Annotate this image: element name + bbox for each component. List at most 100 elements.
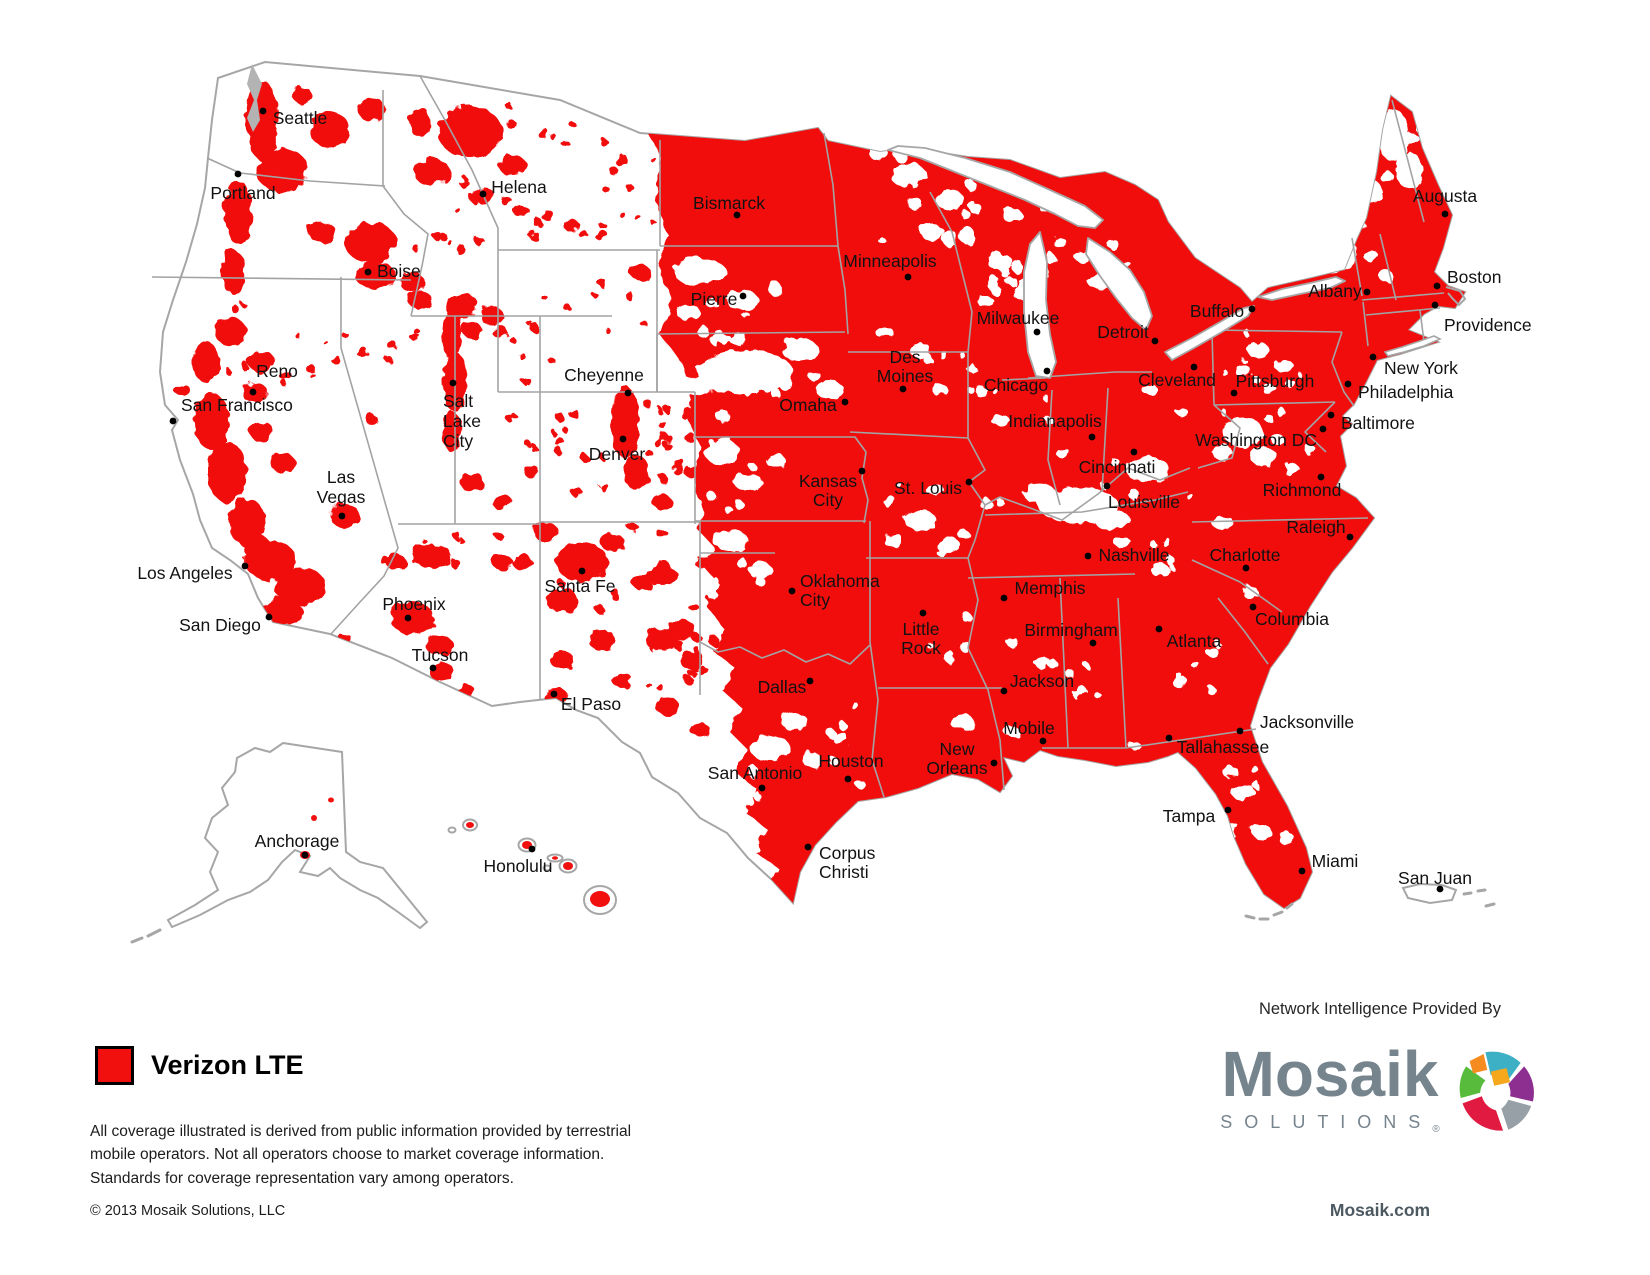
- legend-label: Verizon LTE: [151, 1050, 304, 1080]
- city-dot-des-moines: [899, 385, 907, 393]
- attribution-block: Network Intelligence Provided By Mosaik …: [1180, 1000, 1580, 1135]
- city-label-detroit: Detroit: [1097, 322, 1149, 342]
- city-label-san-juan: San Juan: [1398, 868, 1472, 888]
- city-label-denver: Denver: [589, 444, 646, 464]
- city-label-atlanta: Atlanta: [1167, 631, 1222, 651]
- city-label-little-rock: Little: [903, 619, 940, 639]
- city-dot-charlotte: [1242, 564, 1250, 572]
- city-label-jackson: Jackson: [1010, 671, 1074, 691]
- city-dot-richmond: [1317, 473, 1325, 481]
- great-lakes: [887, 145, 1346, 379]
- city-dot-bismarck: [733, 211, 741, 219]
- city-dot-tampa: [1224, 806, 1232, 814]
- city-dot-salt-lake-city: [449, 379, 457, 387]
- city-label-minneapolis: Minneapolis: [843, 251, 937, 271]
- city-label-cincinnati: Cincinnati: [1079, 457, 1156, 477]
- city-dot-little-rock: [919, 609, 927, 617]
- city-label-milwaukee: Milwaukee: [977, 308, 1060, 328]
- city-label-miami: Miami: [1312, 851, 1359, 871]
- city-dot-corpus-christi: [804, 843, 812, 851]
- city-label-salt-lake-city: Salt: [443, 391, 473, 411]
- city-label-boston: Boston: [1447, 267, 1501, 287]
- city-dot-oklahoma-city: [788, 587, 796, 595]
- city-label-des-moines: Des: [889, 347, 920, 367]
- city-dot-mobile: [1039, 737, 1047, 745]
- city-dot-louisville: [1103, 482, 1111, 490]
- city-dot-pierre: [739, 292, 747, 300]
- city-label-raleigh: Raleigh: [1286, 517, 1345, 537]
- city-label-cheyenne: Cheyenne: [564, 365, 644, 385]
- city-dot-augusta: [1441, 210, 1449, 218]
- city-label-columbia: Columbia: [1255, 609, 1329, 629]
- city-dot-phoenix: [404, 614, 412, 622]
- registered-mark: ®: [1432, 1123, 1440, 1135]
- city-label-pierre: Pierre: [691, 289, 738, 309]
- city-dot-anchorage: [301, 851, 309, 859]
- mosaik-wordmark: Mosaik: [1221, 1038, 1439, 1110]
- city-dot-nashville: [1084, 552, 1092, 560]
- city-label-indianapolis: Indianapolis: [1008, 411, 1102, 431]
- city-label-providence: Providence: [1444, 315, 1532, 335]
- city-label-san-diego: San Diego: [179, 615, 261, 635]
- city-dot-milwaukee: [1033, 328, 1041, 336]
- disclaimer-line: Standards for coverage representation va…: [90, 1169, 514, 1187]
- city-label-st-louis: St. Louis: [894, 478, 962, 498]
- city-dot-jacksonville: [1236, 727, 1244, 735]
- city-label-cleveland: Cleveland: [1138, 370, 1216, 390]
- city-dot-albany: [1363, 288, 1371, 296]
- city-dot-las-vegas: [338, 512, 346, 520]
- city-dot-reno: [249, 388, 257, 396]
- city-dot-boston: [1433, 282, 1441, 290]
- mosaik-website: Mosaik.com: [1329, 1200, 1431, 1220]
- city-dot-cleveland: [1190, 363, 1198, 371]
- city-label-houston: Houston: [818, 751, 883, 771]
- city-label-augusta: Augusta: [1413, 186, 1477, 206]
- city-label-buffalo: Buffalo: [1190, 301, 1244, 321]
- city-dot-baltimore: [1327, 411, 1335, 419]
- disclaimer-line: All coverage illustrated is derived from…: [90, 1123, 632, 1140]
- city-dot-miami: [1298, 867, 1306, 875]
- city-dot-cheyenne: [624, 389, 632, 397]
- mosaik-sphere-icon: [1459, 1051, 1534, 1131]
- city-label-boise: Boise: [377, 261, 421, 281]
- city-label-los-angeles: Los Angeles: [137, 563, 233, 583]
- city-dot-st-louis: [965, 478, 973, 486]
- city-label-oklahoma-city: City: [800, 590, 830, 610]
- lake-ontario: [1257, 276, 1346, 301]
- city-markers: Seattle Portland Helena Boise Reno San Franci…: [137, 107, 1532, 893]
- city-label-chicago: Chicago: [984, 375, 1048, 395]
- coastal-details: [247, 64, 1467, 921]
- city-label-las-vegas: Vegas: [317, 487, 366, 507]
- city-label-baltimore: Baltimore: [1341, 413, 1415, 433]
- city-label-bismarck: Bismarck: [693, 193, 765, 213]
- city-dot-dallas: [806, 677, 814, 685]
- city-label-omaha: Omaha: [779, 395, 837, 415]
- city-label-seattle: Seattle: [273, 108, 327, 128]
- city-dot-san-diego: [265, 613, 273, 621]
- city-dot-honolulu: [528, 845, 536, 853]
- city-label-tampa: Tampa: [1163, 806, 1216, 826]
- city-label-philadelphia: Philadelphia: [1358, 382, 1454, 402]
- city-label-helena: Helena: [491, 177, 547, 197]
- city-label-little-rock: Rock: [901, 638, 941, 658]
- city-dot-pittsburgh: [1230, 389, 1238, 397]
- city-dot-helena: [479, 190, 487, 198]
- city-dot-columbia: [1249, 603, 1257, 611]
- city-dot-jackson: [1000, 687, 1008, 695]
- city-dot-los-angeles: [241, 562, 249, 570]
- city-dot-santa-fe: [578, 567, 586, 575]
- city-label-phoenix: Phoenix: [382, 594, 445, 614]
- city-label-jacksonville: Jacksonville: [1260, 712, 1354, 732]
- lake-superior: [887, 145, 1104, 229]
- city-label-san-antonio: San Antonio: [708, 763, 802, 783]
- city-dot-memphis: [1000, 594, 1008, 602]
- city-label-birmingham: Birmingham: [1024, 620, 1117, 640]
- city-dot-kansas-city: [858, 467, 866, 475]
- city-label-honolulu: Honolulu: [483, 856, 552, 876]
- city-dot-tallahassee: [1165, 734, 1173, 742]
- city-dot-minneapolis: [904, 273, 912, 281]
- city-label-dallas: Dallas: [758, 677, 807, 697]
- city-label-washington-dc: Washington DC: [1195, 430, 1317, 450]
- cape-cod: [1445, 286, 1467, 307]
